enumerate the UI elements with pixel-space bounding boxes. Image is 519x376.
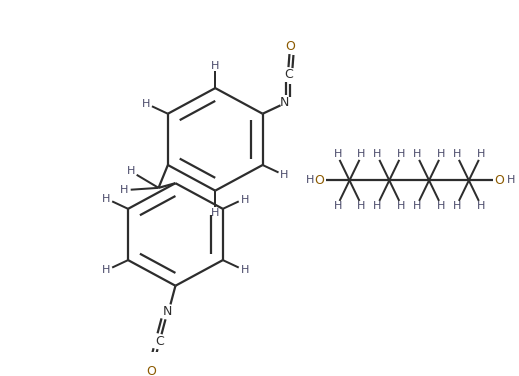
Text: H: H bbox=[240, 265, 249, 275]
Text: H: H bbox=[413, 202, 421, 211]
Text: H: H bbox=[453, 149, 461, 159]
Text: H: H bbox=[102, 194, 111, 203]
Text: C: C bbox=[284, 68, 293, 81]
Text: O: O bbox=[494, 174, 503, 187]
Text: H: H bbox=[476, 149, 485, 159]
Text: H: H bbox=[142, 99, 150, 109]
Text: H: H bbox=[357, 202, 366, 211]
Text: H: H bbox=[240, 194, 249, 205]
Text: O: O bbox=[285, 40, 295, 53]
Text: H: H bbox=[333, 149, 342, 159]
Text: H: H bbox=[413, 149, 421, 159]
Text: H: H bbox=[211, 61, 220, 71]
Text: H: H bbox=[453, 202, 461, 211]
Text: H: H bbox=[437, 202, 445, 211]
Text: H: H bbox=[211, 208, 220, 218]
Text: H: H bbox=[102, 265, 111, 275]
Text: H: H bbox=[397, 149, 405, 159]
Text: H: H bbox=[127, 166, 135, 176]
Text: H: H bbox=[476, 202, 485, 211]
Text: H: H bbox=[357, 149, 366, 159]
Text: H: H bbox=[397, 202, 405, 211]
Text: H: H bbox=[507, 175, 515, 185]
Text: H: H bbox=[280, 170, 289, 180]
Text: H: H bbox=[333, 202, 342, 211]
Text: H: H bbox=[306, 175, 314, 185]
Text: H: H bbox=[119, 185, 128, 195]
Text: H: H bbox=[373, 202, 381, 211]
Text: N: N bbox=[280, 96, 289, 109]
Text: H: H bbox=[437, 149, 445, 159]
Text: C: C bbox=[155, 335, 164, 348]
Text: O: O bbox=[147, 365, 157, 376]
Text: O: O bbox=[315, 174, 324, 187]
Text: H: H bbox=[373, 149, 381, 159]
Text: N: N bbox=[163, 305, 172, 318]
